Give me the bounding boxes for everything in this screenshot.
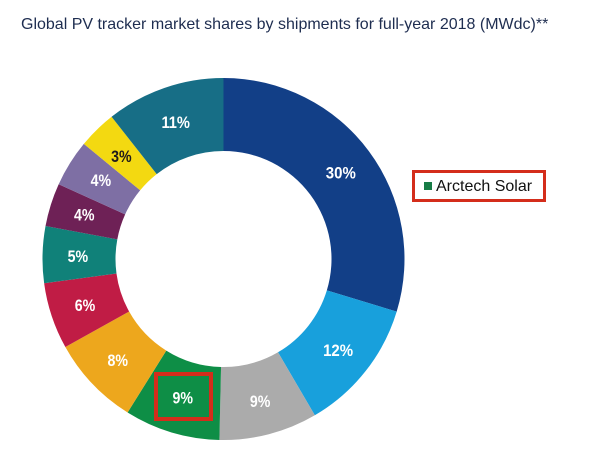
svg-text:6%: 6% xyxy=(75,296,96,315)
svg-text:9%: 9% xyxy=(250,392,271,411)
svg-text:9%: 9% xyxy=(172,389,193,408)
svg-text:5%: 5% xyxy=(68,247,89,266)
svg-text:12%: 12% xyxy=(323,341,353,360)
svg-text:3%: 3% xyxy=(111,147,132,166)
svg-text:4%: 4% xyxy=(74,206,95,225)
svg-text:11%: 11% xyxy=(161,113,190,132)
svg-text:8%: 8% xyxy=(107,351,128,370)
svg-text:30%: 30% xyxy=(326,164,356,183)
svg-text:4%: 4% xyxy=(91,171,112,190)
